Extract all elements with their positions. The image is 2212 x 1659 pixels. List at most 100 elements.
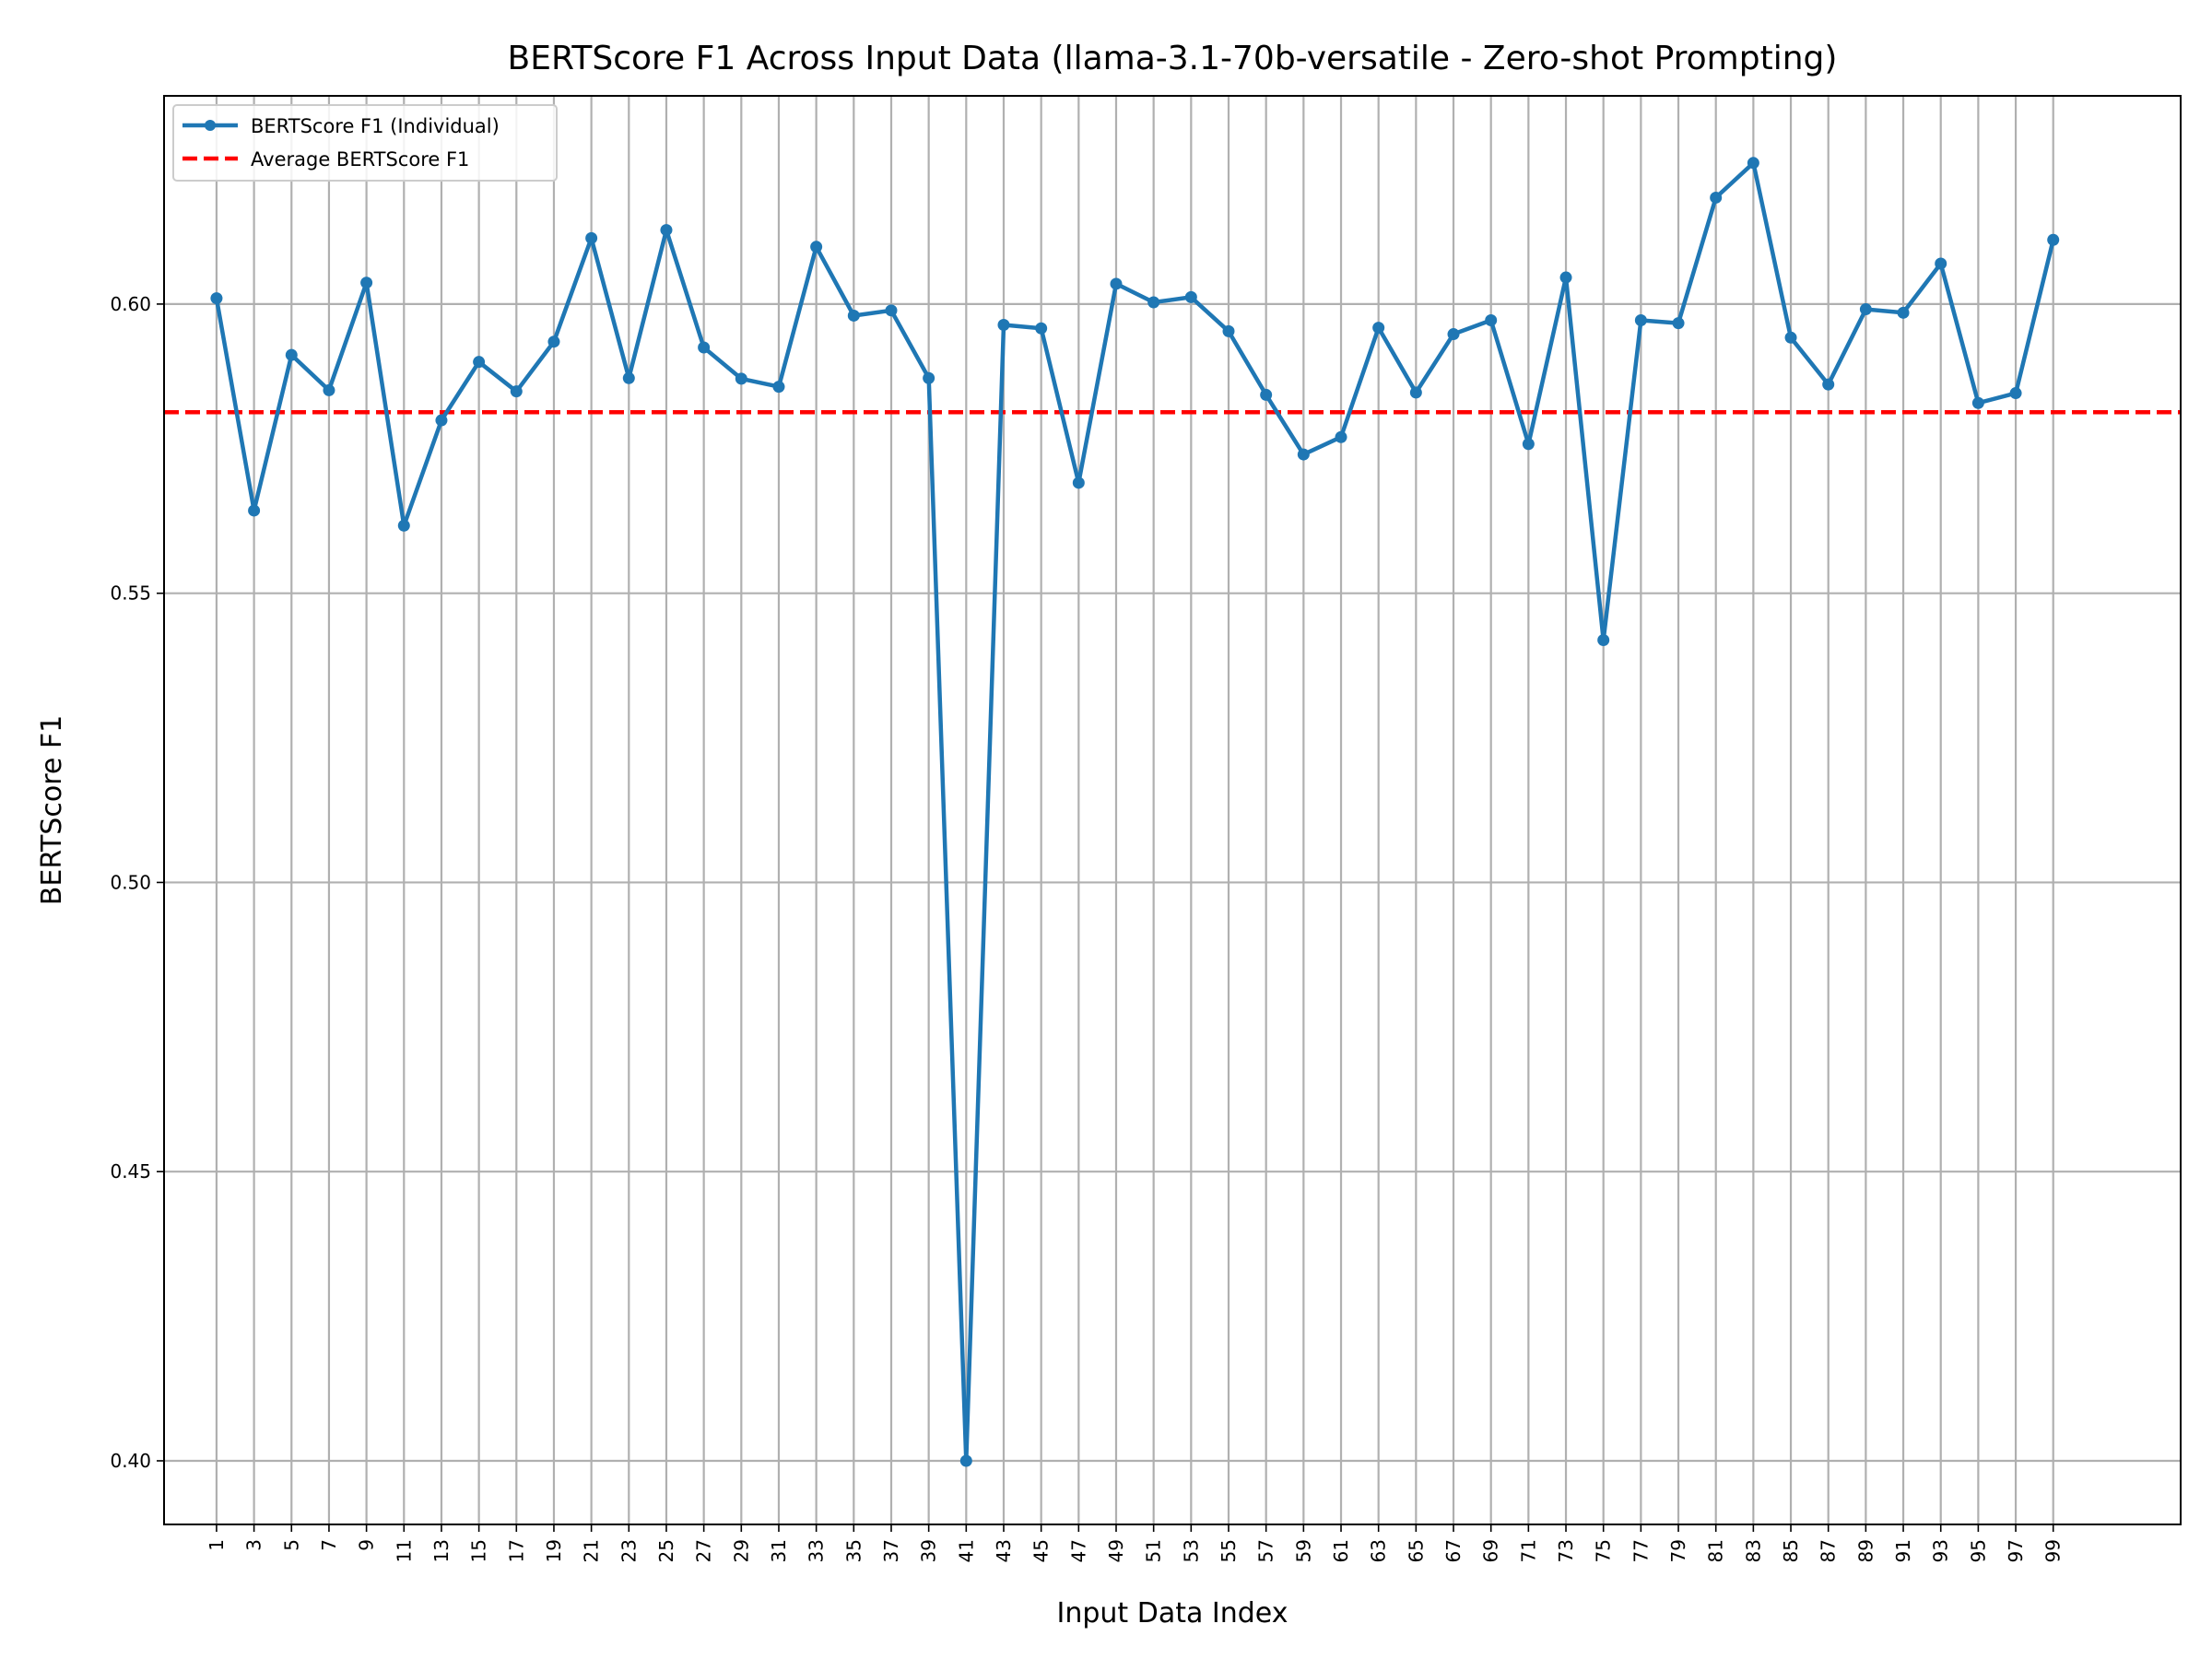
data-point xyxy=(435,414,448,427)
data-point xyxy=(1184,290,1197,303)
data-point xyxy=(1559,271,1572,284)
x-tick-label: 89 xyxy=(1854,1539,1877,1562)
data-point xyxy=(1485,313,1498,326)
x-tick-label: 61 xyxy=(1330,1539,1352,1562)
legend-box xyxy=(172,104,558,182)
x-tick-label: 25 xyxy=(655,1539,677,1562)
legend: BERTScore F1 (Individual) Average BERTSc… xyxy=(172,104,558,182)
x-tick-label: 37 xyxy=(880,1539,902,1562)
data-point xyxy=(1335,430,1347,443)
data-point xyxy=(1935,257,1947,270)
x-tick-label: 67 xyxy=(1442,1539,1465,1562)
data-point xyxy=(248,504,261,517)
x-tick-label: 69 xyxy=(1480,1539,1502,1562)
data-point xyxy=(1035,322,1048,335)
x-tick-label: 17 xyxy=(505,1539,527,1562)
x-tick-label: 5 xyxy=(280,1539,302,1551)
x-tick-label: 59 xyxy=(1292,1539,1314,1562)
x-tick-label: 73 xyxy=(1555,1539,1577,1562)
chart-title: BERTScore F1 Across Input Data (llama-3.… xyxy=(508,40,1838,77)
x-tick-label: 19 xyxy=(543,1539,565,1562)
x-tick-label: 43 xyxy=(993,1539,1015,1562)
data-point xyxy=(1897,306,1910,319)
x-tick-label: 45 xyxy=(1030,1539,1053,1562)
x-tick-label: 53 xyxy=(1180,1539,1202,1562)
data-point xyxy=(1822,378,1835,391)
x-tick-label: 65 xyxy=(1405,1539,1427,1562)
x-tick-label: 33 xyxy=(806,1539,828,1562)
data-point xyxy=(2009,387,2022,400)
x-tick-label: 75 xyxy=(1593,1539,1615,1562)
data-point xyxy=(1522,438,1535,451)
y-tick-label: 0.60 xyxy=(110,293,151,315)
data-point xyxy=(1147,296,1160,309)
data-point xyxy=(660,224,673,237)
data-point xyxy=(1222,324,1235,337)
x-tick-label: 11 xyxy=(393,1539,415,1562)
y-axis-ticks: 0.40 0.45 0.50 0.55 0.60 xyxy=(110,293,164,1472)
data-point xyxy=(1710,191,1723,204)
data-point xyxy=(735,372,747,385)
x-tick-label: 29 xyxy=(730,1539,752,1562)
x-tick-label: 71 xyxy=(1517,1539,1539,1562)
data-point xyxy=(2047,233,2060,246)
data-point xyxy=(1447,328,1460,341)
data-point xyxy=(1072,477,1085,489)
data-point xyxy=(473,356,486,369)
x-tick-label: 85 xyxy=(1780,1539,1802,1562)
legend-marker-individual xyxy=(205,120,216,131)
data-point xyxy=(622,371,635,384)
x-tick-label: 99 xyxy=(2042,1539,2065,1562)
data-point xyxy=(210,292,223,305)
x-tick-label: 87 xyxy=(1818,1539,1840,1562)
data-point xyxy=(547,335,560,348)
data-point xyxy=(923,371,935,384)
x-tick-label: 49 xyxy=(1105,1539,1127,1562)
data-point xyxy=(847,309,860,322)
x-tick-label: 91 xyxy=(1892,1539,1914,1562)
x-tick-label: 35 xyxy=(842,1539,865,1562)
data-point xyxy=(1634,313,1647,326)
x-tick-label: 31 xyxy=(768,1539,790,1562)
data-point xyxy=(585,231,598,244)
x-tick-label: 77 xyxy=(1630,1539,1652,1562)
x-tick-label: 55 xyxy=(1218,1539,1240,1562)
x-tick-label: 13 xyxy=(430,1539,453,1562)
x-tick-label: 7 xyxy=(318,1539,340,1551)
x-axis-ticks: 1 3 5 7 9 11 13 15 17 19 21 23 25 27 29 31 33 35 37 39 41 43 4… xyxy=(206,1524,2065,1562)
data-point xyxy=(1260,388,1273,401)
x-tick-label: 81 xyxy=(1705,1539,1727,1562)
x-tick-label: 97 xyxy=(2005,1539,2027,1562)
x-tick-label: 15 xyxy=(468,1539,490,1562)
x-tick-label: 3 xyxy=(243,1539,265,1551)
x-tick-label: 21 xyxy=(581,1539,603,1562)
data-point xyxy=(1859,303,1872,316)
x-tick-label: 27 xyxy=(693,1539,715,1562)
y-axis-label: BERTScore F1 xyxy=(36,715,68,905)
x-tick-label: 47 xyxy=(1067,1539,1089,1562)
legend-label-average: Average BERTScore F1 xyxy=(251,148,469,171)
x-tick-label: 93 xyxy=(1930,1539,1952,1562)
data-point xyxy=(1784,331,1797,344)
x-tick-label: 39 xyxy=(918,1539,940,1562)
data-point xyxy=(1297,448,1310,461)
plot-area-frame xyxy=(163,95,2182,1525)
y-tick-label: 0.50 xyxy=(110,871,151,893)
data-point xyxy=(323,383,335,396)
x-tick-label: 9 xyxy=(356,1539,378,1551)
data-point xyxy=(510,385,523,398)
x-axis-label: Input Data Index xyxy=(1057,1597,1288,1630)
x-tick-label: 41 xyxy=(955,1539,977,1562)
series-layer xyxy=(210,157,2060,1467)
x-tick-label: 57 xyxy=(1255,1539,1277,1562)
legend-label-individual: BERTScore F1 (Individual) xyxy=(251,115,500,137)
data-point xyxy=(810,241,823,253)
data-point xyxy=(1409,386,1422,399)
series-line-individual xyxy=(214,160,2055,1464)
y-tick-label: 0.45 xyxy=(110,1160,151,1182)
data-point xyxy=(397,519,410,532)
x-tick-label: 63 xyxy=(1368,1539,1390,1562)
data-point xyxy=(1597,634,1610,647)
